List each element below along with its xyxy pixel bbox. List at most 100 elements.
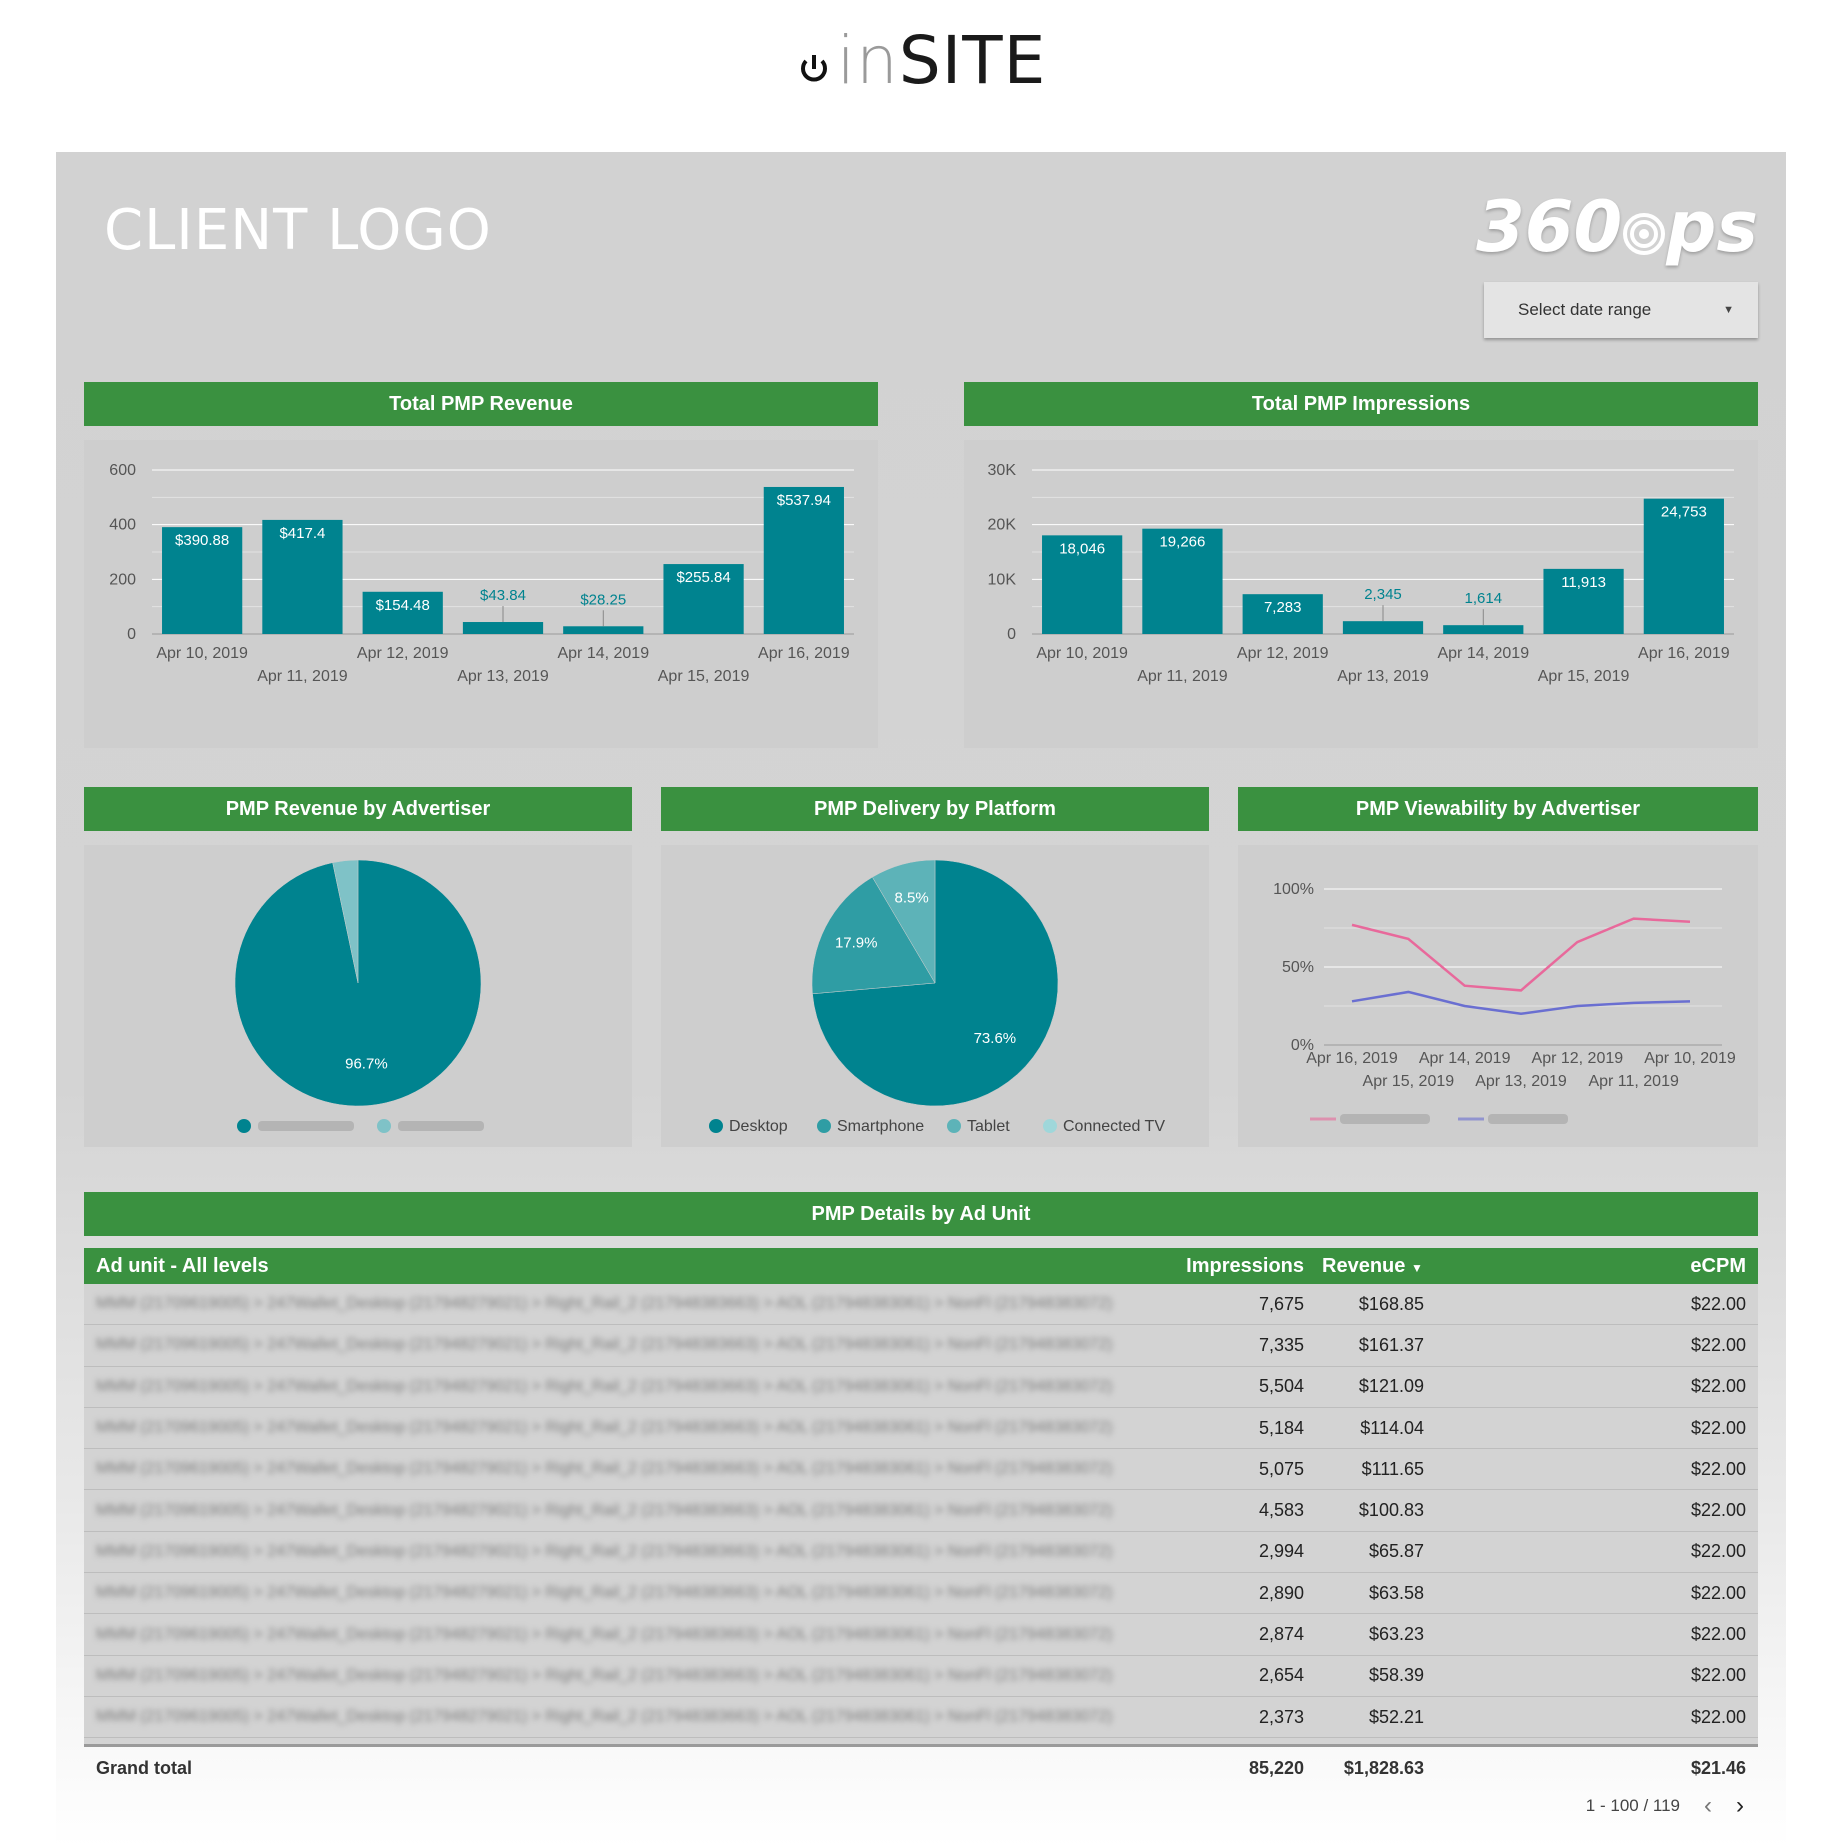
col-revenue[interactable]: Revenue ▼	[1304, 1255, 1424, 1278]
ecpm-cell: $22.00	[1690, 1582, 1746, 1603]
revenue-cell: $100.83	[1358, 1500, 1424, 1521]
platform-panel: PMP Delivery by Platform 73.6% 17.9% 8.5% D…	[661, 787, 1209, 1147]
bar-data-label: 11,913	[1561, 574, 1606, 591]
bar	[1142, 528, 1223, 634]
grand-total-label: Grand total	[96, 1757, 193, 1778]
bar	[763, 486, 844, 634]
bar	[462, 622, 544, 634]
ad-unit-cell: MMM (21709619005) > 247Wallet_Desktop (2…	[96, 1625, 1113, 1643]
ad-unit-table: Ad unit - All levels Impressions Revenue…	[84, 1248, 1758, 1823]
ad-unit-cell: MMM (21709619005) > 247Wallet_Desktop (2…	[96, 1460, 1113, 1478]
bar-data-label: 1,614	[1465, 590, 1503, 607]
ecpm-cell: $22.00	[1690, 1458, 1746, 1479]
revenue-cell: $58.39	[1368, 1665, 1424, 1686]
legend-redacted	[1488, 1114, 1568, 1124]
revenue-advertiser-chart: 96.7%	[234, 859, 484, 1133]
legend-swatch	[1043, 1119, 1057, 1133]
revenue-cell: $168.85	[1358, 1293, 1424, 1314]
ad-unit-cell: MMM (21709619005) > 247Wallet_Desktop (2…	[96, 1295, 1113, 1313]
table-row[interactable]: MMM (21709619005) > 247Wallet_Desktop (2…	[84, 1407, 1758, 1450]
ad-unit-cell: MMM (21709619005) > 247Wallet_Desktop (2…	[96, 1377, 1113, 1395]
x-tick-label: Apr 12, 2019	[1237, 645, 1329, 662]
table-row[interactable]: MMM (21709619005) > 247Wallet_Desktop (2…	[84, 1284, 1758, 1326]
bar-data-label: $255.84	[676, 569, 730, 586]
impressions-cell: 4,583	[1258, 1500, 1304, 1521]
bar	[1443, 625, 1524, 634]
table-row[interactable]: MMM (21709619005) > 247Wallet_Desktop (2…	[84, 1531, 1758, 1574]
ecpm-cell: $22.00	[1690, 1417, 1746, 1438]
viewability-chart: 0% 50% 100% Apr 16, 2019 Apr 15, 2019 Apr 14,…	[1273, 881, 1736, 1124]
revenue-cell: $63.58	[1368, 1582, 1424, 1603]
bar-data-label: $390.88	[175, 532, 229, 549]
impressions-title: Total PMP Impressions	[964, 382, 1758, 426]
pagination-label: 1 - 100 / 119	[1585, 1796, 1680, 1815]
impressions-cell: 2,890	[1258, 1582, 1304, 1603]
platform-chart: 73.6% 17.9% 8.5% Desktop Smartphone Tablet Con…	[709, 859, 1165, 1135]
series-line	[1351, 917, 1691, 992]
x-tick-label: Apr 15, 2019	[1363, 1073, 1455, 1090]
y-tick-label: 0	[127, 626, 136, 643]
date-range-select[interactable]: Select date range ▼	[1484, 282, 1758, 338]
insite-logo: inSITE	[0, 22, 1843, 103]
legend-redacted	[258, 1121, 354, 1131]
x-tick-label: Apr 10, 2019	[1036, 645, 1128, 662]
ecpm-cell: $22.00	[1690, 1293, 1746, 1314]
viewability-title: PMP Viewability by Advertiser	[1238, 787, 1758, 831]
x-tick-label: Apr 14, 2019	[1419, 1050, 1511, 1067]
revenue-cell: $114.04	[1360, 1417, 1424, 1438]
table-row[interactable]: MMM (21709619005) > 247Wallet_Desktop (2…	[84, 1655, 1758, 1697]
table-row[interactable]: MMM (21709619005) > 247Wallet_Desktop (2…	[84, 1366, 1758, 1408]
table-row[interactable]: MMM (21709619005) > 247Wallet_Desktop (2…	[84, 1696, 1758, 1739]
y-tick-label: 600	[109, 462, 136, 479]
table-row[interactable]: MMM (21709619005) > 247Wallet_Desktop (2…	[84, 1573, 1758, 1615]
bar-data-label: $154.48	[376, 597, 430, 614]
x-tick-label: Apr 11, 2019	[257, 668, 348, 685]
x-tick-label: Apr 16, 2019	[1306, 1050, 1398, 1067]
revenue-advertiser-panel: PMP Revenue by Advertiser 96.7%	[84, 787, 632, 1147]
revenue-cell: $63.23	[1368, 1624, 1424, 1645]
pie-slice	[332, 859, 359, 984]
x-tick-label: Apr 11, 2019	[1137, 668, 1228, 685]
y-tick-label: 50%	[1282, 959, 1314, 976]
y-tick-label: 10K	[988, 571, 1017, 588]
x-tick-label: Apr 12, 2019	[357, 645, 449, 662]
impressions-cell: 7,335	[1258, 1334, 1304, 1355]
x-tick-label: Apr 12, 2019	[1532, 1050, 1624, 1067]
col-ad-unit[interactable]: Ad unit - All levels	[96, 1254, 269, 1277]
ad-unit-cell: MMM (21709619005) > 247Wallet_Desktop (2…	[96, 1666, 1113, 1684]
revenue-cell: $161.37	[1358, 1334, 1424, 1355]
table-row[interactable]: MMM (21709619005) > 247Wallet_Desktop (2…	[84, 1325, 1758, 1367]
pagination: 1 - 100 / 119 ‹ ›	[84, 1789, 1758, 1823]
pie-slice	[872, 859, 936, 984]
revenue-cell: $121.09	[1358, 1376, 1424, 1397]
ad-unit-cell: MMM (21709619005) > 247Wallet_Desktop (2…	[96, 1501, 1113, 1519]
col-impressions[interactable]: Impressions	[1186, 1254, 1304, 1277]
prev-page-icon[interactable]: ‹	[1704, 1792, 1712, 1819]
table-title-bar: PMP Details by Ad Unit	[84, 1192, 1758, 1236]
table-row[interactable]: MMM (21709619005) > 247Wallet_Desktop (2…	[84, 1449, 1758, 1491]
table-row[interactable]: MMM (21709619005) > 247Wallet_Desktop (2…	[84, 1738, 1758, 1744]
legend-swatch	[817, 1119, 831, 1133]
sort-desc-icon: ▼	[1410, 1260, 1423, 1275]
revenue-cell: $65.87	[1368, 1541, 1424, 1562]
legend-swatch	[947, 1119, 961, 1133]
y-tick-label: 0	[1007, 626, 1016, 643]
revenue-cell: $52.21	[1368, 1706, 1424, 1727]
table-row[interactable]: MMM (21709619005) > 247Wallet_Desktop (2…	[84, 1490, 1758, 1532]
x-tick-label: Apr 13, 2019	[1337, 668, 1429, 685]
table-body: MMM (21709619005) > 247Wallet_Desktop (2…	[84, 1284, 1758, 1747]
caret-down-icon: ▼	[1723, 304, 1734, 316]
y-tick-label: 200	[109, 571, 136, 588]
ad-unit-cell: MMM (21709619005) > 247Wallet_Desktop (2…	[96, 1584, 1113, 1602]
y-tick-label: 400	[109, 517, 136, 534]
dashboard: CLIENT LOGO 360 ps Select date range ▼ To…	[56, 152, 1786, 1847]
ecpm-cell: $22.00	[1690, 1500, 1746, 1521]
bar-data-label: 7,283	[1264, 599, 1302, 616]
grand-total-ecpm: $21.46	[1690, 1757, 1746, 1778]
bar-data-label: 18,046	[1059, 540, 1105, 557]
next-page-icon[interactable]: ›	[1736, 1792, 1744, 1819]
y-tick-label: 20K	[988, 517, 1017, 534]
bar	[663, 564, 744, 634]
table-row[interactable]: MMM (21709619005) > 247Wallet_Desktop (2…	[84, 1614, 1758, 1656]
col-ecpm[interactable]: eCPM	[1690, 1254, 1746, 1277]
